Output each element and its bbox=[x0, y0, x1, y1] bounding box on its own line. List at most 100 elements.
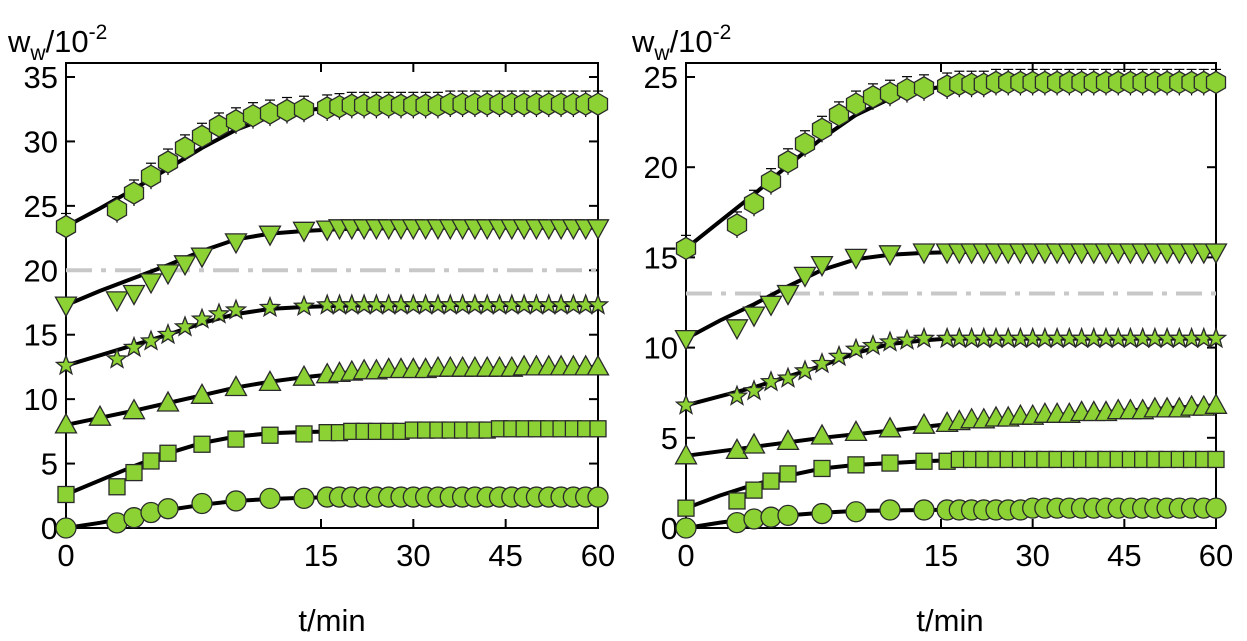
data-point bbox=[915, 452, 933, 470]
y-axis-title-mid: /10 bbox=[670, 24, 713, 59]
data-point bbox=[586, 293, 610, 315]
fit-line bbox=[685, 336, 1216, 408]
data-point bbox=[845, 501, 867, 523]
data-point bbox=[190, 307, 214, 329]
data-point bbox=[896, 77, 918, 102]
y-tick-label: 5 bbox=[661, 421, 678, 456]
y-tick-label: 10 bbox=[644, 331, 678, 366]
fit-line bbox=[65, 225, 598, 307]
data-point bbox=[159, 444, 177, 462]
y-axis-title-sub: w bbox=[653, 42, 670, 65]
x-axis-title: t/min bbox=[916, 603, 983, 638]
data-point bbox=[225, 109, 247, 133]
data-point bbox=[54, 412, 78, 434]
data-point bbox=[728, 492, 746, 510]
data-point bbox=[259, 101, 281, 125]
data-point bbox=[1204, 392, 1228, 414]
data-point bbox=[88, 404, 112, 426]
data-point bbox=[173, 255, 197, 277]
data-point bbox=[776, 429, 800, 451]
data-point bbox=[586, 354, 610, 376]
x-tick-label: 0 bbox=[677, 538, 694, 573]
series-square bbox=[57, 420, 607, 504]
data-point bbox=[828, 103, 850, 127]
data-point bbox=[259, 487, 281, 510]
data-point bbox=[105, 291, 129, 313]
y-tick-label: 10 bbox=[24, 382, 58, 417]
data-point bbox=[139, 273, 163, 295]
data-point bbox=[292, 364, 316, 386]
data-point bbox=[55, 214, 77, 239]
data-point bbox=[742, 306, 766, 328]
y-axis-title-sup: -2 bbox=[713, 21, 732, 44]
data-point bbox=[589, 420, 607, 438]
data-point bbox=[105, 347, 129, 369]
series-square bbox=[677, 450, 1225, 517]
data-point bbox=[1205, 497, 1227, 519]
y-tick-label: 15 bbox=[24, 318, 58, 353]
data-point bbox=[224, 233, 248, 255]
data-point bbox=[1204, 243, 1228, 265]
data-point bbox=[847, 456, 865, 474]
data-point bbox=[224, 375, 248, 397]
y-tick-label: 35 bbox=[24, 60, 58, 95]
data-point bbox=[813, 459, 831, 478]
series-hexagon bbox=[675, 68, 1227, 262]
data-point bbox=[258, 225, 282, 247]
data-point bbox=[261, 426, 279, 444]
data-point bbox=[224, 298, 248, 320]
series-star bbox=[54, 293, 610, 376]
y-tick-label: 0 bbox=[661, 511, 678, 546]
series-hexagon bbox=[55, 90, 609, 240]
data-point bbox=[759, 295, 783, 317]
left-panel: 0 5 10 15 20 25 30 35 0 15 30 45 60 t/min ww/10-2 bbox=[7, 21, 615, 638]
data-point bbox=[811, 117, 833, 142]
series-triangle bbox=[674, 392, 1228, 465]
y-axis-title-base: w bbox=[7, 24, 31, 59]
data-point bbox=[193, 435, 211, 453]
data-point bbox=[227, 430, 245, 448]
series-triangle bbox=[54, 354, 610, 434]
data-point bbox=[845, 92, 867, 116]
data-point bbox=[861, 333, 885, 356]
data-point bbox=[106, 197, 128, 222]
data-point bbox=[108, 478, 126, 496]
data-point bbox=[844, 420, 868, 442]
data-point bbox=[1205, 70, 1227, 95]
data-point bbox=[777, 504, 799, 527]
data-point bbox=[878, 330, 902, 352]
data-point bbox=[122, 398, 146, 420]
y-tick-label: 30 bbox=[24, 124, 58, 159]
plot-frame bbox=[685, 62, 1217, 529]
data-point bbox=[810, 423, 834, 445]
data-point bbox=[125, 463, 143, 482]
data-point bbox=[811, 502, 833, 525]
data-point bbox=[677, 499, 695, 517]
data-point bbox=[793, 266, 817, 288]
data-point bbox=[742, 432, 766, 454]
data-point bbox=[292, 221, 316, 243]
data-point bbox=[156, 390, 180, 412]
data-point bbox=[587, 486, 609, 508]
data-point bbox=[794, 131, 816, 156]
data-point bbox=[1207, 450, 1225, 469]
y-axis-title-base: w bbox=[631, 24, 655, 59]
fit-line bbox=[65, 102, 599, 229]
y-tick-label: 20 bbox=[24, 253, 58, 288]
data-point bbox=[295, 425, 313, 443]
y-tick-label: 5 bbox=[41, 447, 58, 482]
data-point bbox=[174, 136, 196, 160]
data-point bbox=[674, 443, 698, 465]
data-point bbox=[674, 329, 698, 351]
x-tick-label: 60 bbox=[581, 538, 615, 573]
data-point bbox=[777, 150, 799, 174]
data-point bbox=[1204, 326, 1228, 349]
data-point bbox=[760, 169, 782, 194]
data-point bbox=[293, 97, 315, 121]
series-circle bbox=[55, 486, 609, 539]
data-point bbox=[140, 164, 162, 188]
x-tick-label: 45 bbox=[488, 538, 522, 573]
x-tick-label: 15 bbox=[304, 538, 338, 573]
y-tick-label: 25 bbox=[24, 189, 58, 224]
data-point bbox=[912, 243, 936, 265]
